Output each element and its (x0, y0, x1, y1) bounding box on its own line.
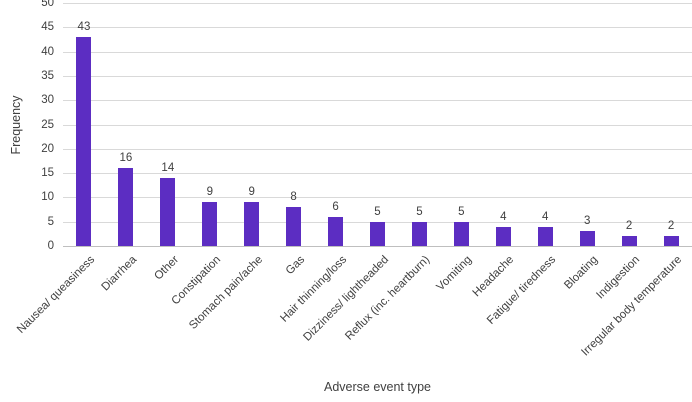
gridline (63, 124, 692, 126)
bar (537, 226, 553, 246)
bar (202, 202, 218, 246)
x-axis-title: Adverse event type (323, 380, 431, 394)
bar-value-label: 9 (248, 186, 255, 199)
y-tick-label: 45 (41, 21, 54, 34)
bar (328, 216, 344, 246)
y-tick-label: 15 (41, 167, 54, 180)
bar-value-label: 2 (625, 220, 633, 233)
bar (621, 236, 637, 246)
gridline (63, 3, 692, 4)
bar-value-label: 9 (206, 186, 213, 199)
gridline (63, 148, 692, 150)
y-tick-label: 10 (41, 191, 54, 204)
x-axis-line (63, 246, 692, 247)
bar (118, 168, 134, 246)
gridline (63, 75, 692, 77)
bar (411, 221, 427, 246)
gridline (63, 173, 692, 175)
bar-value-label: 5 (374, 205, 381, 218)
bar (244, 202, 260, 246)
gridline (63, 197, 692, 199)
bar-value-label: 14 (161, 161, 175, 174)
bar (160, 177, 176, 246)
bar (663, 236, 679, 246)
bar-value-label: 43 (77, 21, 91, 34)
bar-value-label: 2 (667, 220, 675, 233)
bar-value-label: 6 (332, 200, 339, 213)
bar-value-label: 8 (290, 191, 297, 204)
y-tick-label: 50 (41, 0, 54, 9)
bar (76, 37, 92, 246)
y-tick-label: 35 (41, 69, 54, 82)
bar (495, 226, 511, 246)
bar-value-label: 3 (583, 215, 591, 228)
bar-value-label: 5 (416, 205, 423, 218)
gridline (63, 27, 692, 29)
gridline (63, 51, 692, 53)
y-tick-label: 0 (47, 240, 54, 252)
bar-value-label: 4 (500, 210, 507, 223)
y-tick-label: 5 (47, 215, 54, 228)
y-tick-label: 20 (41, 142, 54, 155)
bar-value-label: 5 (458, 205, 465, 218)
bar-value-label: 4 (542, 210, 549, 223)
y-tick-label: 40 (41, 45, 54, 58)
y-tick-label: 30 (41, 94, 54, 107)
bar (286, 207, 302, 246)
bar (370, 221, 385, 246)
bar (453, 221, 469, 246)
bar-value-label: 16 (119, 152, 133, 165)
y-tick-label: 25 (41, 118, 54, 131)
bar (579, 231, 595, 246)
gridline (63, 100, 692, 102)
